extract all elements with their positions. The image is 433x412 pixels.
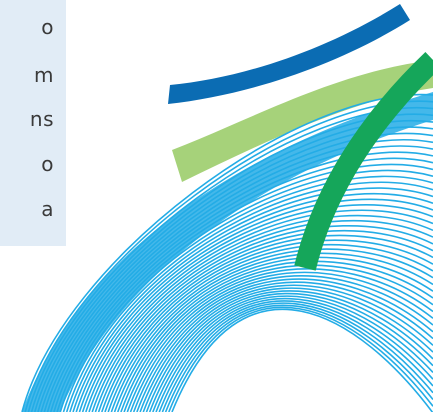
cyan-line (104, 244, 433, 412)
cyan-line (65, 181, 433, 412)
cyan-line (85, 214, 433, 412)
cyan-line (91, 224, 433, 412)
cyan-line (171, 308, 433, 412)
cyan-line (136, 281, 433, 412)
cyan-line (110, 252, 433, 412)
cyan-line-fan (21, 92, 433, 412)
cyan-line (120, 264, 433, 412)
cyan-line (78, 204, 433, 412)
cyan-line (132, 278, 433, 412)
cyan-line (161, 302, 433, 412)
cyan-line (43, 139, 433, 412)
text-fragment-5: a (41, 197, 54, 221)
cyan-line (101, 239, 433, 412)
cyan-line (21, 93, 433, 412)
cyan-line (107, 248, 433, 412)
cyan-line (164, 304, 433, 412)
text-fragment-3: ns (29, 107, 54, 131)
cyan-line (49, 151, 433, 412)
cyan-line (139, 284, 433, 412)
cyan-line (56, 163, 433, 412)
cyan-line (142, 287, 433, 412)
text-fragment-1: o (41, 15, 54, 39)
cyan-line (129, 275, 433, 412)
cyan-line (126, 271, 433, 412)
text-fragment-2: m (34, 63, 54, 87)
cyan-line (148, 292, 433, 412)
cyan-line (75, 198, 433, 412)
cyan-line (69, 187, 433, 412)
text-fragment-4: o (41, 152, 54, 176)
green-stroke (294, 52, 433, 271)
cyan-line (59, 169, 433, 412)
cyan-line (62, 175, 433, 412)
cyan-line (24, 100, 433, 412)
cyan-line (168, 306, 433, 412)
cyan-line (81, 209, 433, 412)
light-green-band (172, 60, 433, 182)
cyan-line (46, 145, 433, 412)
cyan-line (113, 256, 433, 412)
cyan-line (53, 157, 433, 412)
cyan-line (123, 268, 433, 412)
text-panel: o m ns o a (0, 0, 66, 246)
cyan-line (97, 234, 433, 412)
cyan-line (72, 193, 433, 412)
navy-stroke (168, 4, 410, 104)
cyan-line (152, 295, 433, 412)
cyan-line (116, 260, 433, 412)
cyan-line (155, 297, 433, 412)
cyan-line (94, 230, 433, 412)
cyan-line (88, 219, 433, 412)
cyan-line (145, 290, 433, 412)
cyan-line (158, 300, 433, 412)
